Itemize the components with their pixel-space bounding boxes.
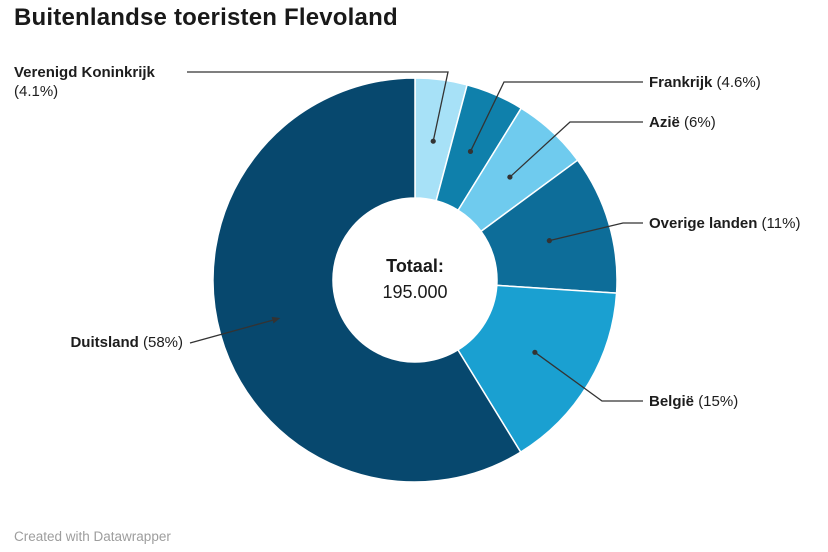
slice-label-verenigd-koninkrijk: Verenigd Koninkrijk (4.1%) [14, 63, 194, 101]
leader-dot-frankrijk [467, 148, 474, 155]
slice-label-belgie: België (15%) [649, 392, 738, 411]
leader-dot-azie [507, 174, 513, 180]
leader-line-overige-landen [549, 222, 643, 242]
slice-label-overige-landen: Overige landen (11%) [649, 214, 800, 233]
slice-label-name: Overige landen [649, 215, 758, 232]
leader-line-frankrijk [469, 81, 643, 152]
slice-label-frankrijk: Frankrijk (4.6%) [649, 73, 761, 92]
leader-line-duitsland [189, 319, 273, 344]
leader-line-belgie [534, 351, 643, 402]
total-value: 195.000 [382, 282, 448, 302]
total-label: Totaal: [386, 256, 444, 276]
slice-label-percent: (58%) [142, 334, 183, 351]
pie-slice-duitsland [212, 77, 522, 483]
slice-label-name: België [649, 393, 695, 410]
slice-label-azie: Azië (6%) [649, 113, 716, 132]
datawrapper-credit: Created with Datawrapper [14, 529, 171, 544]
slice-label-name: Duitsland [70, 334, 139, 351]
slice-label-percent: (15%) [698, 393, 739, 410]
slice-label-duitsland: Duitsland (58%) [0, 333, 183, 352]
slice-label-name: Frankrijk [649, 74, 713, 91]
slice-label-percent: (11%) [761, 215, 801, 232]
leader-line-azie [509, 121, 643, 178]
slice-label-percent: (4.1%) [14, 83, 59, 100]
leader-dot-verenigd-koninkrijk [430, 138, 436, 144]
slice-label-percent: (6%) [684, 114, 716, 131]
slice-label-name: Azië [649, 114, 680, 131]
pie-slice-belgie [457, 284, 618, 453]
leader-dot-overige-landen [546, 238, 552, 244]
donut-center-label: Totaal: 195.000 [315, 253, 515, 305]
slice-label-name: Verenigd Koninkrijk [14, 64, 155, 81]
leader-line-verenigd-koninkrijk [187, 71, 449, 142]
slice-label-percent: (4.6%) [716, 74, 761, 91]
leader-dot-belgie [532, 349, 538, 355]
chart-title: Buitenlandse toeristen Flevoland [14, 4, 398, 31]
leader-arrowhead-duitsland [271, 316, 281, 324]
